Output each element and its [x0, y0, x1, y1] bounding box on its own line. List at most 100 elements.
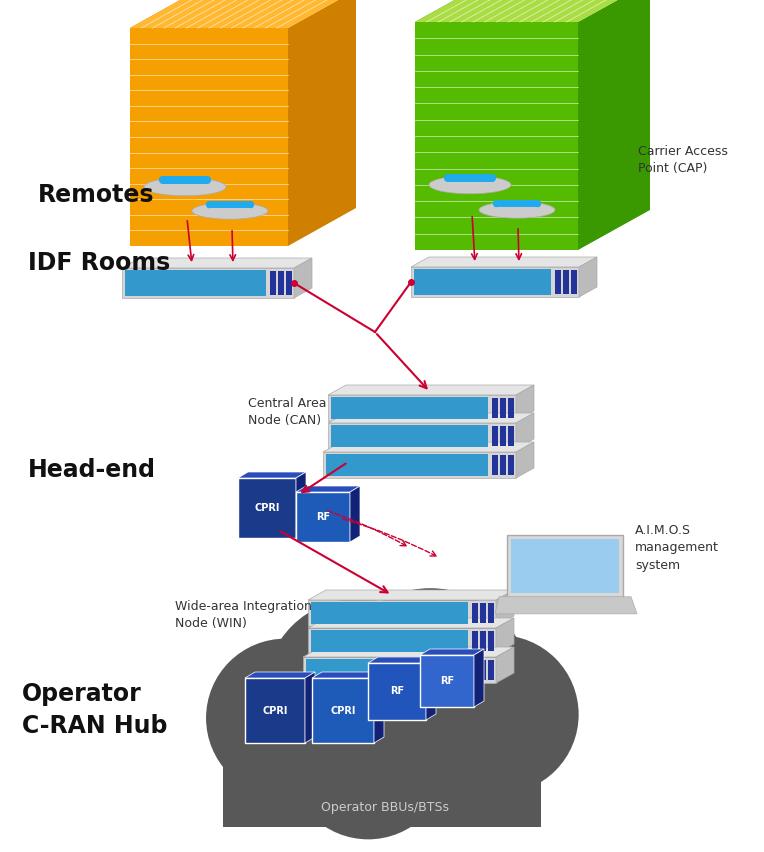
- Ellipse shape: [429, 176, 511, 193]
- Polygon shape: [563, 270, 569, 294]
- Polygon shape: [474, 649, 484, 707]
- Polygon shape: [308, 628, 496, 654]
- Polygon shape: [328, 395, 516, 421]
- Polygon shape: [507, 535, 623, 596]
- Polygon shape: [278, 271, 284, 295]
- Text: A.I.M.O.S
management
system: A.I.M.O.S management system: [635, 525, 719, 572]
- Polygon shape: [511, 539, 619, 593]
- Polygon shape: [163, 176, 208, 184]
- Polygon shape: [122, 258, 312, 268]
- Polygon shape: [488, 631, 494, 651]
- Polygon shape: [130, 0, 356, 28]
- Polygon shape: [480, 631, 486, 651]
- Polygon shape: [238, 472, 306, 478]
- Polygon shape: [122, 268, 294, 298]
- Polygon shape: [331, 425, 488, 447]
- Ellipse shape: [535, 200, 541, 207]
- Text: RF: RF: [390, 687, 404, 696]
- Polygon shape: [472, 603, 478, 623]
- Polygon shape: [496, 590, 514, 626]
- Polygon shape: [323, 452, 516, 478]
- Polygon shape: [492, 426, 498, 446]
- Text: Wide-area Integration
Node (WIN): Wide-area Integration Node (WIN): [175, 600, 312, 630]
- Ellipse shape: [204, 176, 211, 184]
- Ellipse shape: [493, 200, 500, 207]
- Polygon shape: [308, 618, 514, 628]
- Polygon shape: [308, 600, 496, 626]
- Ellipse shape: [248, 201, 254, 208]
- Polygon shape: [238, 478, 296, 538]
- Polygon shape: [326, 454, 488, 476]
- Polygon shape: [500, 398, 506, 418]
- Polygon shape: [508, 398, 514, 418]
- Polygon shape: [296, 472, 306, 538]
- Polygon shape: [308, 590, 514, 600]
- Polygon shape: [296, 492, 350, 542]
- Polygon shape: [286, 271, 292, 295]
- Polygon shape: [480, 603, 486, 623]
- Ellipse shape: [206, 201, 212, 208]
- Polygon shape: [245, 672, 315, 678]
- Polygon shape: [492, 455, 498, 475]
- Ellipse shape: [444, 174, 451, 182]
- Polygon shape: [415, 0, 650, 22]
- Polygon shape: [130, 0, 198, 246]
- Circle shape: [206, 639, 364, 797]
- Text: Remotes: Remotes: [38, 183, 154, 207]
- Polygon shape: [311, 602, 468, 624]
- Polygon shape: [245, 678, 305, 743]
- Text: CPRI: CPRI: [254, 503, 280, 513]
- Polygon shape: [488, 660, 494, 680]
- Polygon shape: [472, 660, 478, 680]
- Polygon shape: [411, 267, 579, 297]
- Polygon shape: [516, 413, 534, 449]
- Polygon shape: [288, 0, 356, 246]
- Polygon shape: [323, 442, 534, 452]
- Polygon shape: [508, 455, 514, 475]
- Polygon shape: [448, 174, 493, 182]
- Polygon shape: [420, 655, 474, 707]
- Polygon shape: [331, 397, 488, 419]
- Ellipse shape: [159, 176, 166, 184]
- Polygon shape: [350, 486, 360, 542]
- Polygon shape: [415, 0, 487, 250]
- Polygon shape: [500, 426, 506, 446]
- Polygon shape: [312, 678, 374, 743]
- Text: IDF Rooms: IDF Rooms: [28, 251, 170, 275]
- Circle shape: [378, 681, 523, 826]
- Polygon shape: [496, 647, 514, 683]
- Polygon shape: [496, 200, 538, 207]
- Text: Operator
C-RAN Hub: Operator C-RAN Hub: [22, 682, 167, 738]
- Polygon shape: [306, 659, 468, 681]
- Polygon shape: [415, 22, 578, 250]
- Polygon shape: [500, 455, 506, 475]
- Text: CPRI: CPRI: [262, 705, 288, 716]
- Polygon shape: [480, 660, 486, 680]
- Polygon shape: [516, 442, 534, 478]
- Polygon shape: [496, 618, 514, 654]
- Polygon shape: [516, 385, 534, 421]
- Polygon shape: [579, 257, 597, 297]
- Circle shape: [227, 679, 364, 817]
- Text: RF: RF: [440, 676, 454, 686]
- Polygon shape: [472, 631, 478, 651]
- Ellipse shape: [192, 203, 268, 219]
- Polygon shape: [420, 649, 484, 655]
- Polygon shape: [125, 270, 266, 296]
- Polygon shape: [328, 423, 516, 449]
- Ellipse shape: [144, 178, 226, 196]
- Text: Carrier Access
Point (CAP): Carrier Access Point (CAP): [638, 145, 728, 175]
- Text: Head-end: Head-end: [28, 458, 156, 482]
- Polygon shape: [328, 385, 534, 395]
- Polygon shape: [209, 201, 251, 208]
- Polygon shape: [296, 486, 360, 492]
- Text: CPRI: CPRI: [330, 705, 356, 716]
- Polygon shape: [426, 657, 436, 720]
- Polygon shape: [303, 657, 496, 683]
- Polygon shape: [303, 647, 514, 657]
- Polygon shape: [508, 426, 514, 446]
- Polygon shape: [414, 269, 551, 295]
- Polygon shape: [311, 630, 468, 652]
- Polygon shape: [374, 672, 384, 743]
- Polygon shape: [368, 663, 426, 720]
